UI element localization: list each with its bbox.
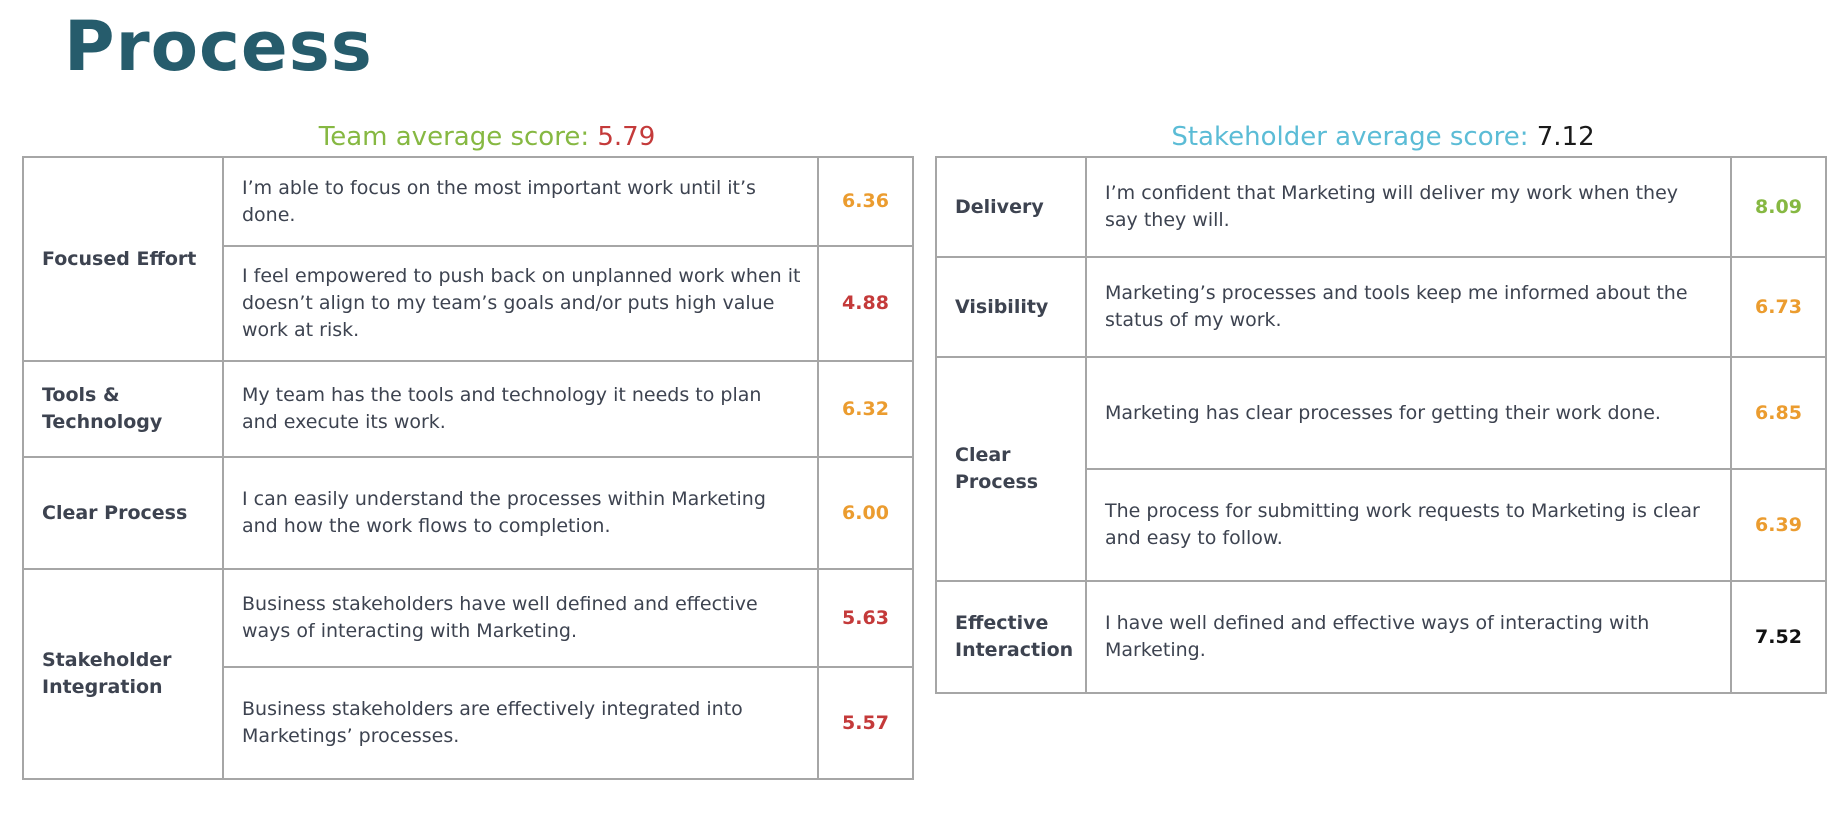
table-row: Clear Process Marketing has clear proces… — [935, 356, 1827, 582]
category-cell: Visibility — [935, 256, 1087, 358]
table-row: Stakeholder Integration Business stakeho… — [22, 568, 914, 780]
score-cell: 5.63 — [817, 568, 914, 668]
category-cell: Effective Interaction — [935, 580, 1087, 694]
score-cell: 7.52 — [1730, 580, 1827, 694]
stakeholder-average-value: 7.12 — [1536, 122, 1595, 152]
statement-cell: I can easily understand the processes wi… — [222, 456, 819, 570]
stakeholder-average-header: Stakeholder average score: 7.12 — [935, 118, 1825, 156]
score-cell: 6.39 — [1730, 468, 1827, 582]
table-row: Focused Effort I’m able to focus on the … — [22, 156, 914, 362]
statement-cell: Business stakeholders have well defined … — [222, 568, 819, 668]
stakeholder-average-label: Stakeholder average score: — [1171, 122, 1529, 152]
team-score-table: Focused Effort I’m able to focus on the … — [22, 156, 914, 780]
category-cell: Clear Process — [22, 456, 224, 570]
table-row: Tools & Technology My team has the tools… — [22, 360, 914, 458]
team-average-header: Team average score: 5.79 — [22, 118, 912, 156]
team-average-value: 5.79 — [597, 122, 656, 152]
score-cell: 8.09 — [1730, 156, 1827, 258]
table-row: Visibility Marketing’s processes and too… — [935, 256, 1827, 358]
score-cell: 6.36 — [817, 156, 914, 247]
category-cell: Stakeholder Integration — [22, 568, 224, 780]
statement-cell: My team has the tools and technology it … — [222, 360, 819, 458]
category-cell: Delivery — [935, 156, 1087, 258]
score-cell: 6.00 — [817, 456, 914, 570]
table-row: Clear Process I can easily understand th… — [22, 456, 914, 570]
statement-cell: I’m confident that Marketing will delive… — [1085, 156, 1732, 258]
table-row: Effective Interaction I have well define… — [935, 580, 1827, 694]
statement-cell: Marketing’s processes and tools keep me … — [1085, 256, 1732, 358]
score-cell: 6.32 — [817, 360, 914, 458]
stakeholder-panel: Stakeholder average score: 7.12 Delivery… — [935, 118, 1827, 694]
table-row: Business stakeholders are effectively in… — [23, 666, 914, 780]
score-cell: 6.85 — [1730, 356, 1827, 470]
category-cell: Focused Effort — [22, 156, 224, 362]
score-cell: 5.57 — [817, 666, 914, 780]
table-row: I feel empowered to push back on unplann… — [23, 245, 914, 362]
table-row: The process for submitting work requests… — [936, 468, 1827, 582]
score-cell: 4.88 — [817, 245, 914, 362]
score-cell: 6.73 — [1730, 256, 1827, 358]
category-cell: Clear Process — [935, 356, 1087, 582]
page-title: Process — [64, 7, 373, 87]
statement-cell: Business stakeholders are effectively in… — [222, 666, 819, 780]
statement-cell: I’m able to focus on the most important … — [222, 156, 819, 247]
table-row: Delivery I’m confident that Marketing wi… — [935, 156, 1827, 258]
statement-cell: I have well defined and effective ways o… — [1085, 580, 1732, 694]
statement-cell: Marketing has clear processes for gettin… — [1085, 356, 1732, 470]
stakeholder-score-table: Delivery I’m confident that Marketing wi… — [935, 156, 1827, 694]
team-panel: Team average score: 5.79 Focused Effort … — [22, 118, 914, 780]
team-average-label: Team average score: — [318, 122, 590, 152]
statement-cell: I feel empowered to push back on unplann… — [222, 245, 819, 362]
statement-cell: The process for submitting work requests… — [1085, 468, 1732, 582]
category-cell: Tools & Technology — [22, 360, 224, 458]
